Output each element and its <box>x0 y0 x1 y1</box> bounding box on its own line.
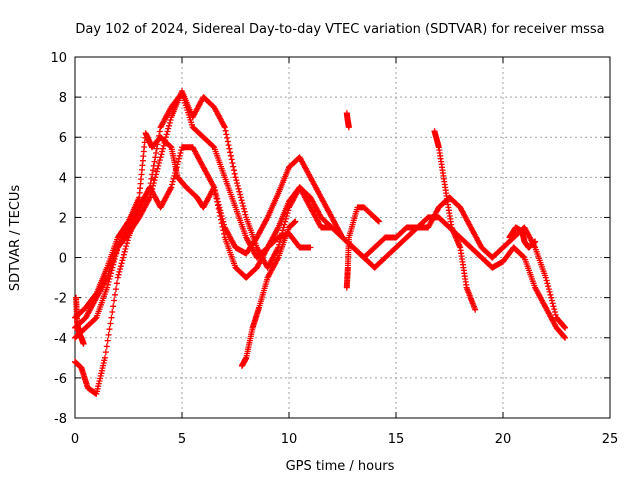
series-track-c <box>72 88 335 341</box>
x-tick-label: 15 <box>388 432 405 447</box>
x-tick-label: 20 <box>495 432 512 447</box>
series-track-h <box>343 204 382 291</box>
y-tick-label: 6 <box>59 131 67 146</box>
x-tick-label: 0 <box>71 432 79 447</box>
y-tick-label: 2 <box>59 211 67 226</box>
axis-ticks: 0 5 10 15 20 25 -8 -6 -4 -2 0 2 4 6 8 10 <box>50 51 618 447</box>
y-tick-label: -8 <box>54 412 67 427</box>
y-tick-label: -4 <box>54 332 67 347</box>
plot-frame <box>74 56 611 419</box>
y-axis-label: SDTVAR / TECUs <box>8 185 23 292</box>
series-track-f <box>431 128 479 313</box>
data-point-markers <box>506 224 539 251</box>
data-point-markers <box>343 204 382 291</box>
x-tick-label: 5 <box>178 432 186 447</box>
data-point-markers <box>431 128 479 313</box>
x-tick-label: 10 <box>281 432 298 447</box>
data-point-markers <box>343 110 352 131</box>
y-tick-label: -6 <box>54 372 67 387</box>
series-track-e <box>238 218 299 369</box>
series-track-g <box>73 294 87 347</box>
data-point-markers <box>72 130 569 331</box>
data-point-markers <box>72 90 569 341</box>
y-tick-label: 0 <box>59 252 67 267</box>
series-track-a <box>72 130 569 331</box>
y-tick-label: 4 <box>59 171 67 186</box>
series-track-j <box>506 224 539 251</box>
data-point-markers <box>72 88 335 341</box>
y-tick-label: 8 <box>59 91 67 106</box>
series-track-i <box>343 110 352 131</box>
data-point-markers <box>238 218 299 369</box>
series-track-b <box>72 90 569 341</box>
data-point-markers <box>73 294 87 347</box>
y-tick-label: 10 <box>50 51 67 66</box>
x-axis-label: GPS time / hours <box>286 459 395 474</box>
data-points <box>72 88 569 397</box>
chart-title: Day 102 of 2024, Sidereal Day-to-day VTE… <box>75 22 604 37</box>
x-tick-label: 25 <box>602 432 619 447</box>
y-tick-label: -2 <box>54 292 67 307</box>
